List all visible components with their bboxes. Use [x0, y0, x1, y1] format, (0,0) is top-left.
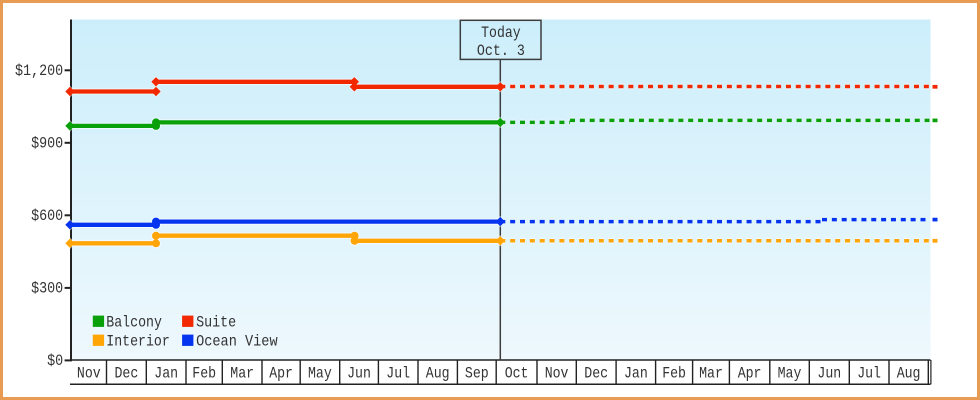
svg-text:Oct. 3: Oct. 3 — [477, 42, 525, 60]
svg-text:Jul: Jul — [857, 364, 881, 382]
svg-text:Mar: Mar — [699, 364, 723, 382]
svg-text:Aug: Aug — [426, 364, 450, 382]
svg-text:Jun: Jun — [347, 364, 371, 382]
svg-text:Jul: Jul — [386, 364, 410, 382]
svg-text:$600: $600 — [31, 207, 63, 225]
svg-text:Oct: Oct — [505, 364, 529, 382]
svg-text:Nov: Nov — [545, 364, 569, 382]
svg-text:May: May — [778, 364, 802, 382]
svg-text:May: May — [308, 364, 332, 382]
svg-text:Feb: Feb — [192, 364, 216, 382]
svg-text:Ocean View: Ocean View — [196, 333, 278, 351]
svg-text:Apr: Apr — [269, 364, 293, 382]
svg-text:Sep: Sep — [465, 364, 489, 382]
svg-text:$1,200: $1,200 — [15, 62, 63, 80]
svg-text:$300: $300 — [31, 280, 63, 298]
svg-text:$0: $0 — [47, 352, 63, 370]
svg-text:Nov: Nov — [77, 364, 101, 382]
svg-text:Mar: Mar — [230, 364, 254, 382]
svg-text:Apr: Apr — [738, 364, 762, 382]
svg-text:$900: $900 — [31, 135, 63, 153]
svg-text:Jan: Jan — [154, 364, 178, 382]
svg-text:Today: Today — [481, 24, 521, 42]
svg-text:Interior: Interior — [106, 333, 170, 351]
svg-text:Balcony: Balcony — [106, 314, 162, 332]
svg-text:Feb: Feb — [662, 364, 686, 382]
svg-text:Aug: Aug — [897, 364, 921, 382]
svg-text:Suite: Suite — [196, 314, 236, 332]
svg-text:Dec: Dec — [584, 364, 608, 382]
svg-text:Jun: Jun — [817, 364, 841, 382]
svg-text:Jan: Jan — [624, 364, 648, 382]
svg-text:Dec: Dec — [115, 364, 139, 382]
